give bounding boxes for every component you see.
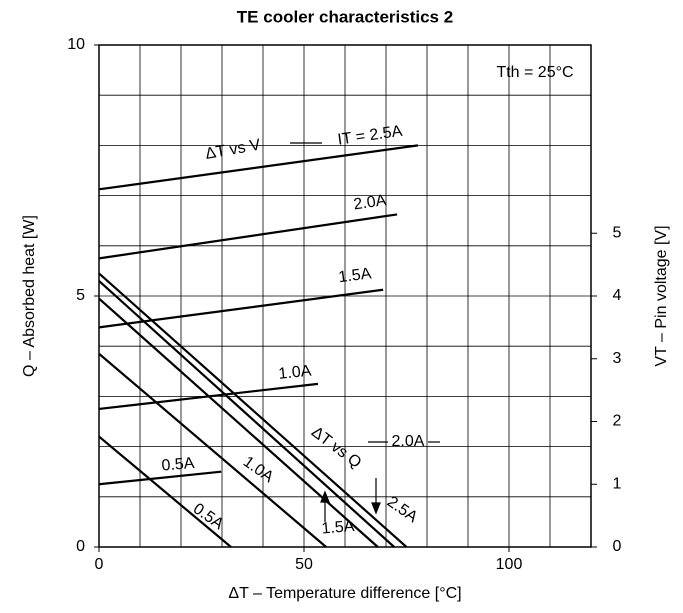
y2-tick-label: 0 — [613, 538, 622, 555]
y2-tick-label: 4 — [613, 287, 622, 304]
chart-title: TE cooler characteristics 2 — [237, 7, 453, 26]
y2-tick-label: 5 — [613, 224, 622, 241]
y2-axis-label: VT – Pin voltage [V] — [653, 225, 670, 366]
series-line — [98, 470, 222, 486]
arrow-head — [371, 502, 381, 515]
series-label: 1.0A — [240, 453, 277, 486]
series-label: 1.0A — [278, 363, 313, 383]
x-tick-label: 0 — [95, 556, 104, 573]
x-tick-label: 50 — [295, 556, 313, 573]
series-line — [98, 144, 419, 191]
y-tick-label: 0 — [76, 538, 85, 555]
y-tick-label: 10 — [67, 36, 85, 53]
series-line — [98, 435, 232, 548]
y2-tick-label: 1 — [613, 475, 622, 492]
series-label: IT = 2.5A — [337, 123, 404, 149]
annotation: Tth = 25°C — [496, 64, 573, 81]
annotation: ΔT vs V — [204, 136, 262, 162]
series-label: 2.5A — [384, 493, 421, 526]
x-tick-label: 100 — [496, 556, 523, 573]
series-label: 0.5A — [161, 455, 196, 475]
series-label: 1.5A — [321, 518, 356, 538]
series-label: 2.0A — [392, 433, 425, 450]
series-label: 1.5A — [338, 265, 373, 286]
series-label: 2.0A — [352, 192, 387, 213]
series-line — [98, 272, 408, 548]
y-tick-label: 5 — [76, 287, 85, 304]
annotation: ΔT vs Q — [308, 424, 364, 472]
series-line — [98, 288, 384, 329]
series-line — [98, 213, 398, 260]
y-axis-label: Q – Absorbed heat [W] — [21, 215, 38, 377]
y2-tick-label: 2 — [613, 413, 622, 430]
series-line — [98, 352, 327, 548]
series-line — [98, 280, 395, 548]
series-line — [98, 297, 379, 548]
x-axis-label: ΔT – Temperature difference [°C] — [228, 585, 461, 602]
y2-tick-label: 3 — [613, 350, 622, 367]
